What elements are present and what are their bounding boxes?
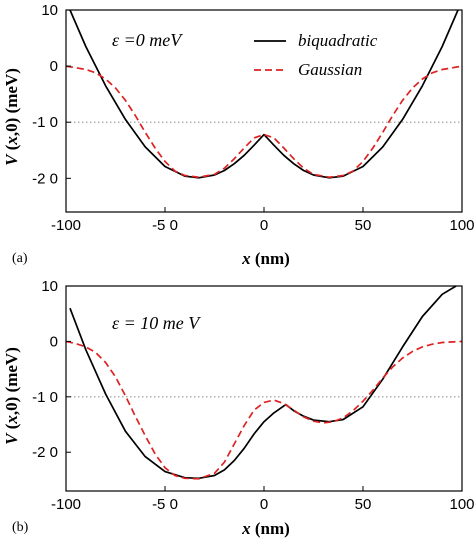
panel-a-xtick-label: 100 [449,217,474,234]
panel-a-series-biquadratic-line [69,9,459,179]
panel-a-xtick-label: -100 [51,217,81,234]
panel-b-ytick-label: -2 0 [32,444,58,461]
panel-b-xtick-label: -5 0 [152,496,178,513]
panel-a-xlabel: x (nm) [241,249,290,268]
panel-b-series [65,285,463,480]
panel-a-xtick-label: -5 0 [152,217,178,234]
panel-b-ytick-label: 10 [41,278,58,295]
panel-a-series [65,9,463,179]
panel-a-xtick-label: 50 [355,217,372,234]
panel-a-ytick-label: -2 0 [32,170,58,187]
panel-b-ylabel: V (x,0) (meV) [2,347,21,445]
panel-b-ytick-label: -1 0 [32,389,58,406]
panel-b-series-gaussian-line [65,340,463,480]
panel-a-ylabel: V (x,0) (meV) [2,68,21,166]
panel-b-ytick-label: 0 [50,333,58,350]
legend: biquadratic Gaussian [254,31,378,79]
panel-a-xtick-label: 0 [260,217,268,234]
panel-b-xtick-label: 0 [260,496,268,513]
panel-b-annotation: ε = 10 me V [112,313,201,333]
legend-gaussian-label: Gaussian [298,60,362,79]
panel-a-series-gaussian-line [65,65,463,179]
legend-biquadratic-label: biquadratic [298,31,378,50]
panel-a-ytick-label: 0 [50,58,58,75]
panel-a-label: (a) [12,251,28,266]
panel-b-xtick-label: 50 [355,496,372,513]
panel-a-ytick-label: 10 [41,2,58,19]
panel-b-label: (b) [12,520,29,535]
panel-b-xlabel: x (nm) [241,519,290,538]
panel-b-xtick-label: 100 [449,496,474,513]
panel-b-series-biquadratic-line [69,285,457,480]
panel-a-annotation: ε =0 meV [112,30,183,50]
panel-b-xtick-label: -100 [51,496,81,513]
panel-a-ytick-label: -1 0 [32,114,58,131]
